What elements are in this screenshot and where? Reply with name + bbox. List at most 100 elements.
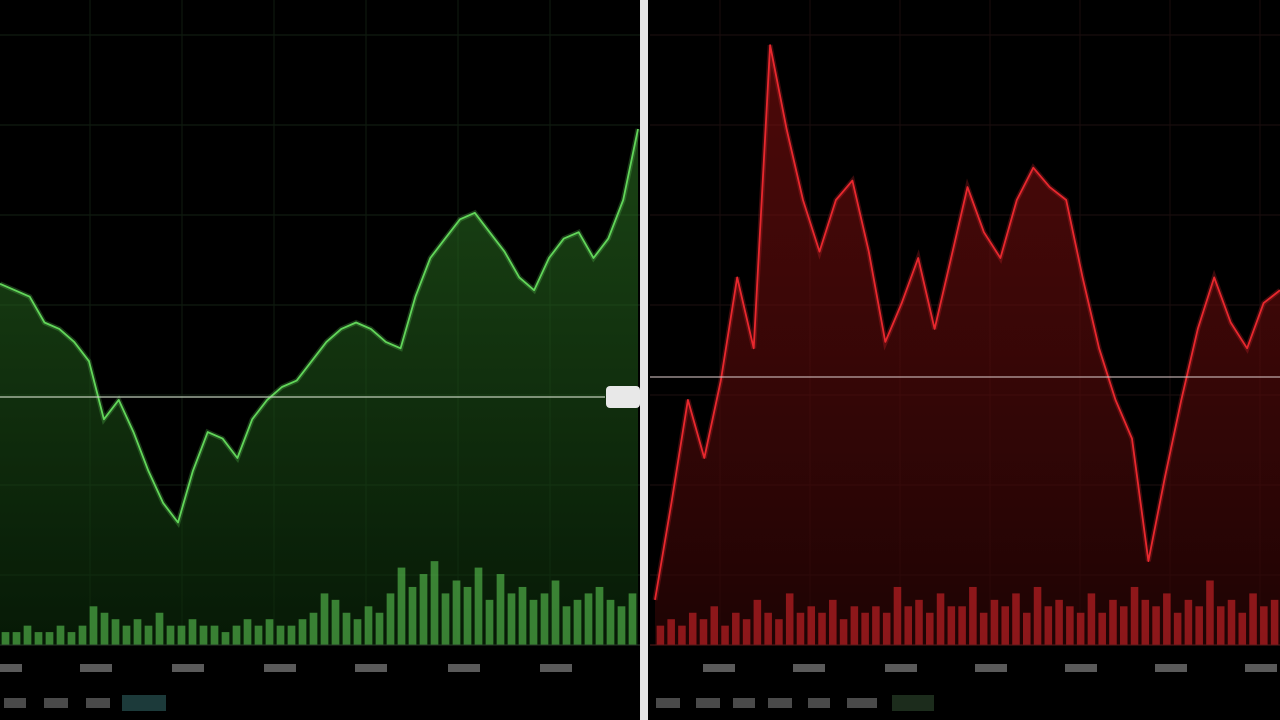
volume-bar [990, 599, 999, 645]
volume-bar [133, 619, 142, 645]
volume-bar [1141, 599, 1150, 645]
label-placeholder [1065, 664, 1097, 672]
volume-bar [254, 625, 263, 645]
volume-bar [199, 625, 208, 645]
volume-bar [595, 586, 604, 645]
volume-bar [1119, 606, 1128, 645]
toolbar-button-active[interactable] [892, 695, 934, 711]
volume-bar [1109, 599, 1117, 645]
volume-bar [775, 619, 783, 645]
volume-bar [1044, 606, 1053, 645]
plots [0, 44, 1280, 646]
volume-bar [1249, 593, 1257, 645]
volume-bar [287, 625, 296, 645]
volume-bar [166, 625, 175, 645]
volume-bar [573, 599, 582, 645]
toolbar-button[interactable] [656, 698, 680, 708]
volume-bar [1087, 593, 1096, 645]
volume-bar [320, 593, 329, 645]
volume-bar [23, 625, 32, 645]
price-line [654, 44, 1280, 601]
volume-bar [45, 632, 54, 645]
volume-bar [34, 632, 43, 645]
toolbar-button[interactable] [696, 698, 720, 708]
toolbar-button[interactable] [4, 698, 26, 708]
label-placeholder [885, 664, 917, 672]
volume-bar [979, 612, 988, 645]
volume-bar [188, 619, 197, 645]
volume-bar [1152, 606, 1160, 645]
label-placeholder [703, 664, 735, 672]
volume-bar [276, 625, 285, 645]
volume-bar [397, 567, 406, 645]
volume-bar [12, 632, 21, 645]
label-placeholder [1245, 664, 1277, 672]
volume-bar [710, 606, 719, 645]
volume-bar [850, 606, 859, 645]
volume-bar [678, 625, 686, 645]
volume-bar [1076, 612, 1085, 645]
volume-bar [144, 625, 153, 645]
label-placeholder [172, 664, 204, 672]
volume-bar [474, 567, 483, 645]
toolbar-button[interactable] [44, 698, 68, 708]
toolbar-button[interactable] [733, 698, 755, 708]
volume-bar [1098, 612, 1106, 645]
volume-bar [915, 599, 923, 645]
volume-bar [386, 593, 395, 645]
volume-bar [78, 625, 87, 645]
volume-bar [177, 625, 186, 645]
toolbar-button[interactable] [808, 698, 830, 708]
volume-bar [818, 612, 826, 645]
volume-bar [807, 606, 816, 645]
volume-bar [243, 619, 252, 645]
volume-bar [872, 606, 880, 645]
toolbar-button[interactable] [847, 698, 877, 708]
volume-bar [796, 612, 805, 645]
slider-handle[interactable] [606, 386, 640, 408]
volume-bar [1130, 586, 1139, 645]
volume-bar [904, 606, 913, 645]
volume-bar [518, 586, 527, 645]
toolbar-button-active[interactable] [122, 695, 166, 711]
volume-bar [452, 580, 461, 645]
volume-bar [1184, 599, 1193, 645]
price-area [655, 45, 1280, 646]
volume-bar [1195, 606, 1203, 645]
volume-bar [364, 606, 373, 645]
volume-bar [947, 606, 956, 645]
price-area [0, 129, 638, 645]
volume-bar [617, 606, 626, 645]
volume-bar [67, 632, 76, 645]
volume-bar [1012, 593, 1020, 645]
volume-bar [584, 593, 593, 645]
volume-bar [342, 612, 351, 645]
volume-bar [606, 599, 615, 645]
volume-bar [551, 580, 560, 645]
toolbar-button[interactable] [768, 698, 792, 708]
volume-bar [882, 612, 891, 645]
volume-bar [529, 599, 538, 645]
volume-bar [1001, 606, 1009, 645]
toolbar-button[interactable] [86, 698, 110, 708]
volume-bar [309, 612, 318, 645]
x-axis-labels [0, 664, 1277, 672]
volume-bar [861, 612, 869, 645]
volume-bar [958, 606, 966, 645]
volume-bar [688, 612, 697, 645]
volume-bar [100, 612, 109, 645]
volume-bar [628, 593, 637, 645]
volume-bar [753, 599, 762, 645]
volume-bar [926, 612, 934, 645]
volume-bar [742, 619, 751, 645]
volume-bar [1173, 612, 1182, 645]
label-placeholder [448, 664, 480, 672]
volume-bar [353, 619, 362, 645]
divider[interactable] [640, 0, 648, 720]
volume-bar [232, 625, 241, 645]
volume-bar [298, 619, 307, 645]
volume-bar [265, 619, 274, 645]
volume-bar [785, 593, 794, 645]
volume-bar [441, 593, 450, 645]
